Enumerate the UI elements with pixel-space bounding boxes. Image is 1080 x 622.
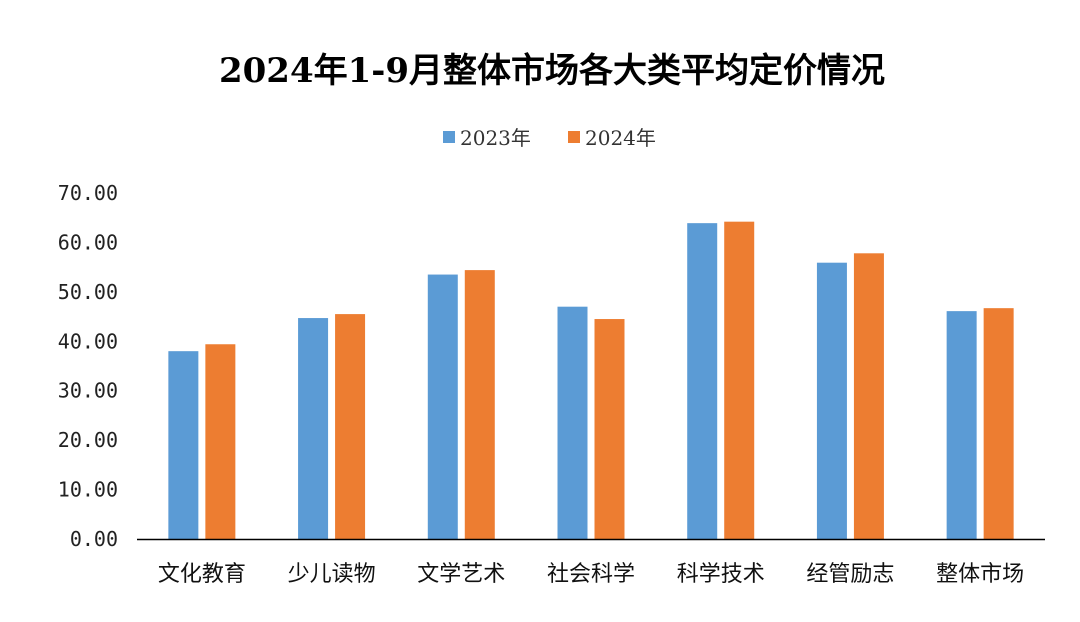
x-category-label: 少儿读物 (288, 562, 376, 587)
legend: 2023年 2024年 (443, 126, 656, 150)
x-axis: 文化教育 少儿读物 文学艺术 社会科学 科学技术 经管励志 整体市场 (158, 562, 1024, 587)
y-axis: 0.00 10.00 20.00 30.00 40.00 50.00 60.00 70.00 (58, 181, 118, 551)
bar-2023 (427, 274, 458, 539)
y-tick-label: 30.00 (58, 379, 118, 403)
x-category-label: 经管励志 (806, 562, 894, 587)
y-tick-label: 0.00 (70, 527, 118, 551)
bar-2024 (205, 344, 236, 539)
legend-swatch (443, 131, 455, 143)
x-category-label: 整体市场 (936, 562, 1024, 587)
y-tick-label: 50.00 (58, 280, 118, 304)
bar-2023 (557, 306, 588, 539)
x-category-label: 社会科学 (547, 562, 635, 587)
legend-swatch (568, 131, 580, 143)
bar-2023 (168, 351, 199, 539)
y-tick-label: 10.00 (58, 478, 118, 502)
bar-2024 (724, 221, 755, 539)
bar-2023 (816, 262, 847, 539)
x-category-label: 文学艺术 (417, 562, 505, 587)
bars (168, 221, 1014, 539)
y-tick-label: 40.00 (58, 329, 118, 353)
y-tick-label: 60.00 (58, 230, 118, 254)
x-category-label: 科学技术 (677, 562, 765, 587)
bar-2024 (853, 253, 884, 539)
y-tick-label: 70.00 (58, 181, 118, 205)
bar-2024 (464, 270, 495, 539)
x-category-label: 文化教育 (158, 562, 246, 587)
y-tick-label: 20.00 (58, 428, 118, 452)
bar-2024 (335, 314, 366, 539)
legend-label: 2023年 (460, 126, 531, 150)
bar-2024 (594, 319, 625, 539)
legend-label: 2024年 (585, 126, 656, 150)
chart-title: 2024年1-9月整体市场各大类平均定价情况 (219, 51, 885, 91)
bar-2024 (983, 308, 1014, 539)
bar-2023 (687, 223, 718, 539)
bar-2023 (946, 311, 977, 539)
bar-2023 (298, 318, 329, 539)
